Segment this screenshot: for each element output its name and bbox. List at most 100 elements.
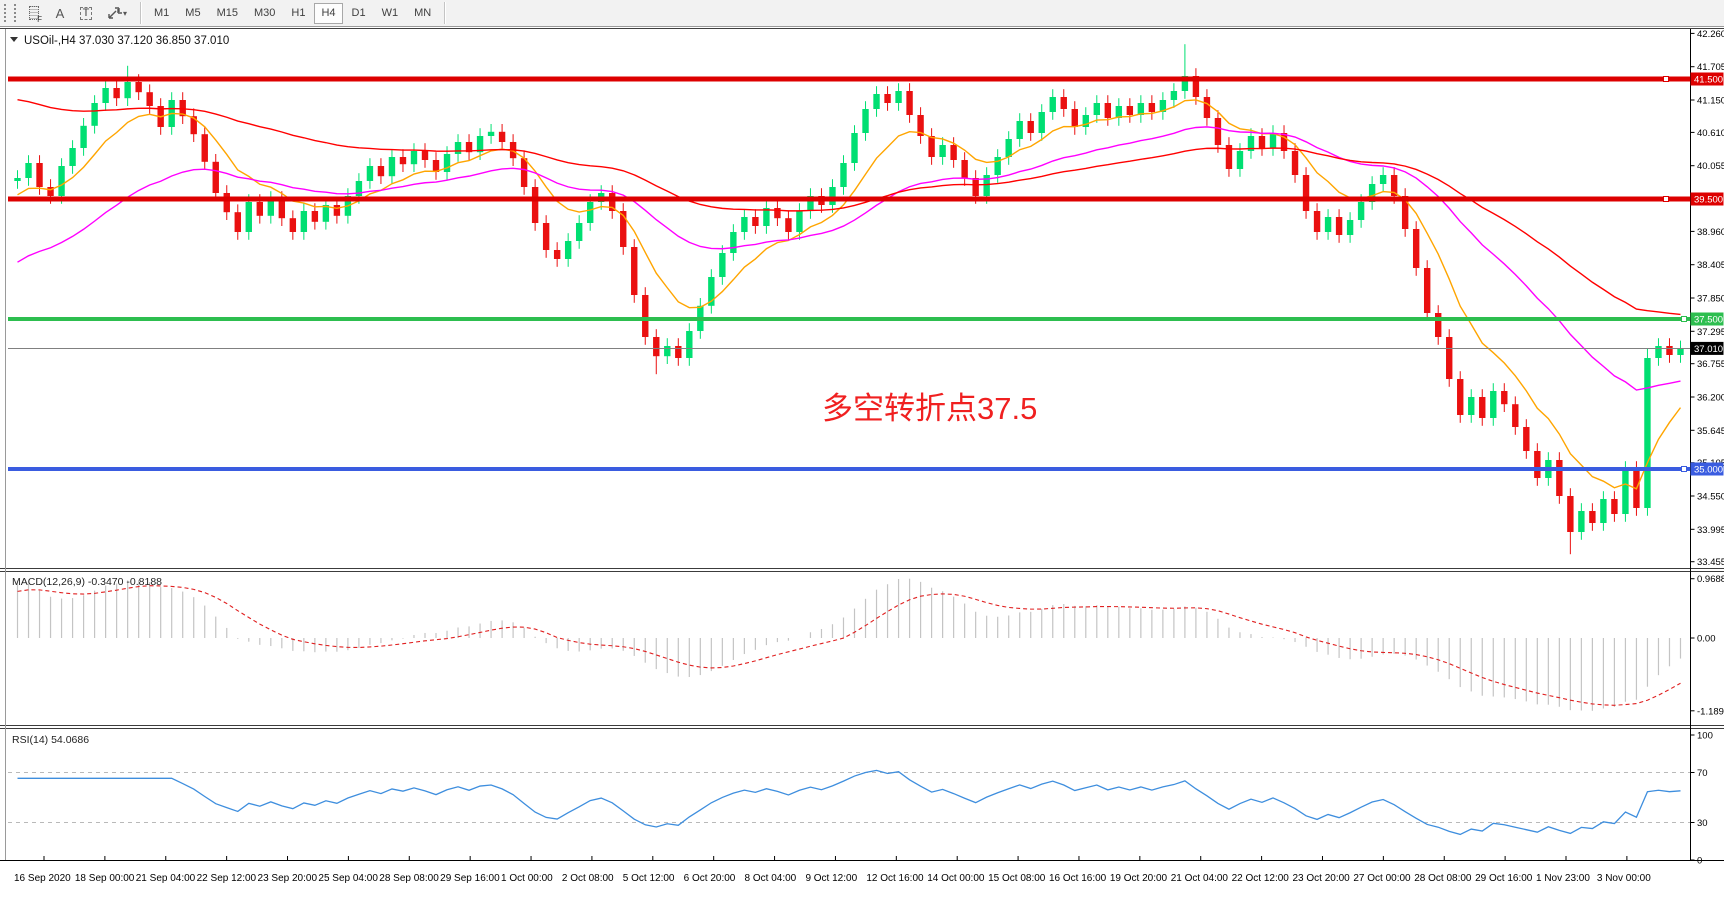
price-tick-label: 38.960: [1697, 227, 1724, 238]
current-price-badge: 37.010: [1691, 342, 1724, 355]
time-tick-label: 1 Oct 00:00: [501, 873, 553, 884]
tf-button-w1[interactable]: W1: [375, 3, 406, 24]
price-tick-label: 38.405: [1697, 260, 1724, 271]
time-tick-label: 29 Oct 16:00: [1475, 873, 1533, 884]
price-tick-label: 34.550: [1697, 492, 1724, 503]
ma-line-slow: [18, 100, 1681, 315]
toolbar-drag-handle[interactable]: [4, 4, 16, 22]
svg-text:0.9688: 0.9688: [1697, 574, 1724, 585]
tf-button-m30[interactable]: M30: [247, 3, 282, 24]
tf-button-d1[interactable]: D1: [345, 3, 373, 24]
time-tick-label: 3 Nov 00:00: [1597, 873, 1651, 884]
tf-button-mn[interactable]: MN: [407, 3, 438, 24]
toolbar-separator: [444, 2, 445, 24]
price-tick-label: 41.705: [1697, 62, 1724, 73]
macd-axis: 0.9688 0.00 -1.1896: [1691, 574, 1724, 717]
toolbar-separator: [140, 2, 141, 24]
time-tick-label: 8 Oct 04:00: [745, 873, 797, 884]
price-tick-label: 33.455: [1697, 557, 1724, 568]
time-tick-label: 23 Oct 20:00: [1292, 873, 1350, 884]
hline-handle[interactable]: [1682, 317, 1687, 322]
price-chart-canvas[interactable]: 42.26041.70541.15040.61040.05538.96038.4…: [0, 29, 1724, 893]
time-tick-label: 27 Oct 00:00: [1353, 873, 1411, 884]
svg-text:35.000: 35.000: [1694, 465, 1723, 476]
time-tick-label: 25 Sep 04:00: [318, 873, 378, 884]
svg-text:70: 70: [1697, 768, 1708, 779]
time-tick-label: 9 Oct 12:00: [805, 873, 857, 884]
grid-icon: F: [29, 6, 39, 20]
template-grid-icon[interactable]: F: [22, 3, 46, 24]
time-tick-label: 19 Oct 20:00: [1110, 873, 1168, 884]
tf-button-m5[interactable]: M5: [178, 3, 207, 24]
macd-indicator-label: MACD(12,26,9) -0.3470 -0.8188: [12, 576, 162, 588]
time-tick-label: 6 Oct 20:00: [684, 873, 736, 884]
macd-signal-line: [18, 586, 1681, 706]
price-level-badge: 35.000: [1691, 463, 1724, 476]
chart-annotation-text[interactable]: 多空转折点37.5: [822, 391, 1037, 426]
time-tick-label: 28 Oct 08:00: [1414, 873, 1472, 884]
price-tick-label: 42.260: [1697, 29, 1724, 40]
symbol-dropdown-icon[interactable]: [10, 37, 18, 42]
price-axis: 42.26041.70541.15040.61040.05538.96038.4…: [1691, 29, 1724, 568]
grid-letter: F: [37, 15, 42, 24]
letter-a-icon: A: [56, 6, 65, 21]
time-tick-label: 21 Oct 04:00: [1171, 873, 1229, 884]
letter-t-icon: T: [80, 7, 93, 20]
tf-button-h4[interactable]: H4: [314, 3, 342, 24]
price-tick-label: 36.755: [1697, 359, 1724, 370]
time-tick-label: 22 Oct 12:00: [1232, 873, 1290, 884]
cursor-arrows-icon: [107, 6, 122, 20]
svg-text:0: 0: [1697, 856, 1702, 867]
time-tick-label: 2 Oct 08:00: [562, 873, 614, 884]
svg-text:0.00: 0.00: [1697, 634, 1716, 645]
drawing-tools-button[interactable]: ▾: [100, 3, 134, 24]
price-tick-label: 35.645: [1697, 426, 1724, 437]
rsi-indicator-label: RSI(14) 54.0686: [12, 734, 89, 746]
price-tick-label: 40.055: [1697, 161, 1724, 172]
price-tick-label: 36.200: [1697, 393, 1724, 404]
time-tick-label: 18 Sep 00:00: [75, 873, 135, 884]
macd-panel: [18, 579, 1681, 711]
price-tick-label: 33.995: [1697, 525, 1724, 536]
time-tick-label: 15 Oct 08:00: [988, 873, 1046, 884]
time-tick-label: 23 Sep 20:00: [258, 873, 318, 884]
price-tick-label: 37.295: [1697, 327, 1724, 338]
price-tick-label: 40.610: [1697, 128, 1724, 139]
tf-button-m1[interactable]: M1: [147, 3, 176, 24]
svg-text:100: 100: [1697, 731, 1713, 742]
time-tick-label: 14 Oct 00:00: [927, 873, 985, 884]
time-tick-label: 22 Sep 12:00: [197, 873, 257, 884]
hline-handle[interactable]: [1664, 197, 1669, 202]
hline-handle[interactable]: [1664, 77, 1669, 82]
tf-button-m15[interactable]: M15: [210, 3, 245, 24]
price-level-badge: 37.500: [1691, 313, 1724, 326]
chevron-down-icon: ▾: [123, 9, 127, 18]
hline-handle[interactable]: [1682, 467, 1687, 472]
main-price-panel: [14, 44, 1683, 554]
candlesticks: [14, 44, 1683, 554]
text-label-icon[interactable]: A: [48, 3, 72, 24]
price-level-badge: 41.500: [1691, 73, 1724, 86]
svg-text:-1.1896: -1.1896: [1697, 706, 1724, 717]
chart-title-ohlc: USOil-,H4 37.030 37.120 36.850 37.010: [24, 35, 229, 47]
toolbar: F A T ▾ M1 M5 M15 M30 H1 H4 D1 W1 MN: [0, 0, 1724, 27]
svg-text:39.500: 39.500: [1694, 195, 1723, 206]
ma-line-fast: [18, 100, 1681, 489]
time-tick-label: 21 Sep 04:00: [136, 873, 196, 884]
tf-button-h1[interactable]: H1: [284, 3, 312, 24]
svg-text:30: 30: [1697, 818, 1708, 829]
rsi-line: [18, 770, 1681, 834]
time-tick-label: 12 Oct 16:00: [866, 873, 924, 884]
time-tick-label: 28 Sep 08:00: [379, 873, 439, 884]
price-tick-label: 37.850: [1697, 294, 1724, 305]
ma-line-mid: [18, 127, 1681, 390]
time-tick-label: 5 Oct 12:00: [623, 873, 675, 884]
time-tick-label: 16 Sep 2020: [14, 873, 71, 884]
price-level-badge: 39.500: [1691, 193, 1724, 206]
svg-text:41.500: 41.500: [1694, 75, 1723, 86]
text-box-icon[interactable]: T: [74, 3, 98, 24]
rsi-panel: [8, 770, 1690, 834]
svg-text:37.500: 37.500: [1694, 315, 1723, 326]
panel-frame: [0, 29, 1724, 861]
